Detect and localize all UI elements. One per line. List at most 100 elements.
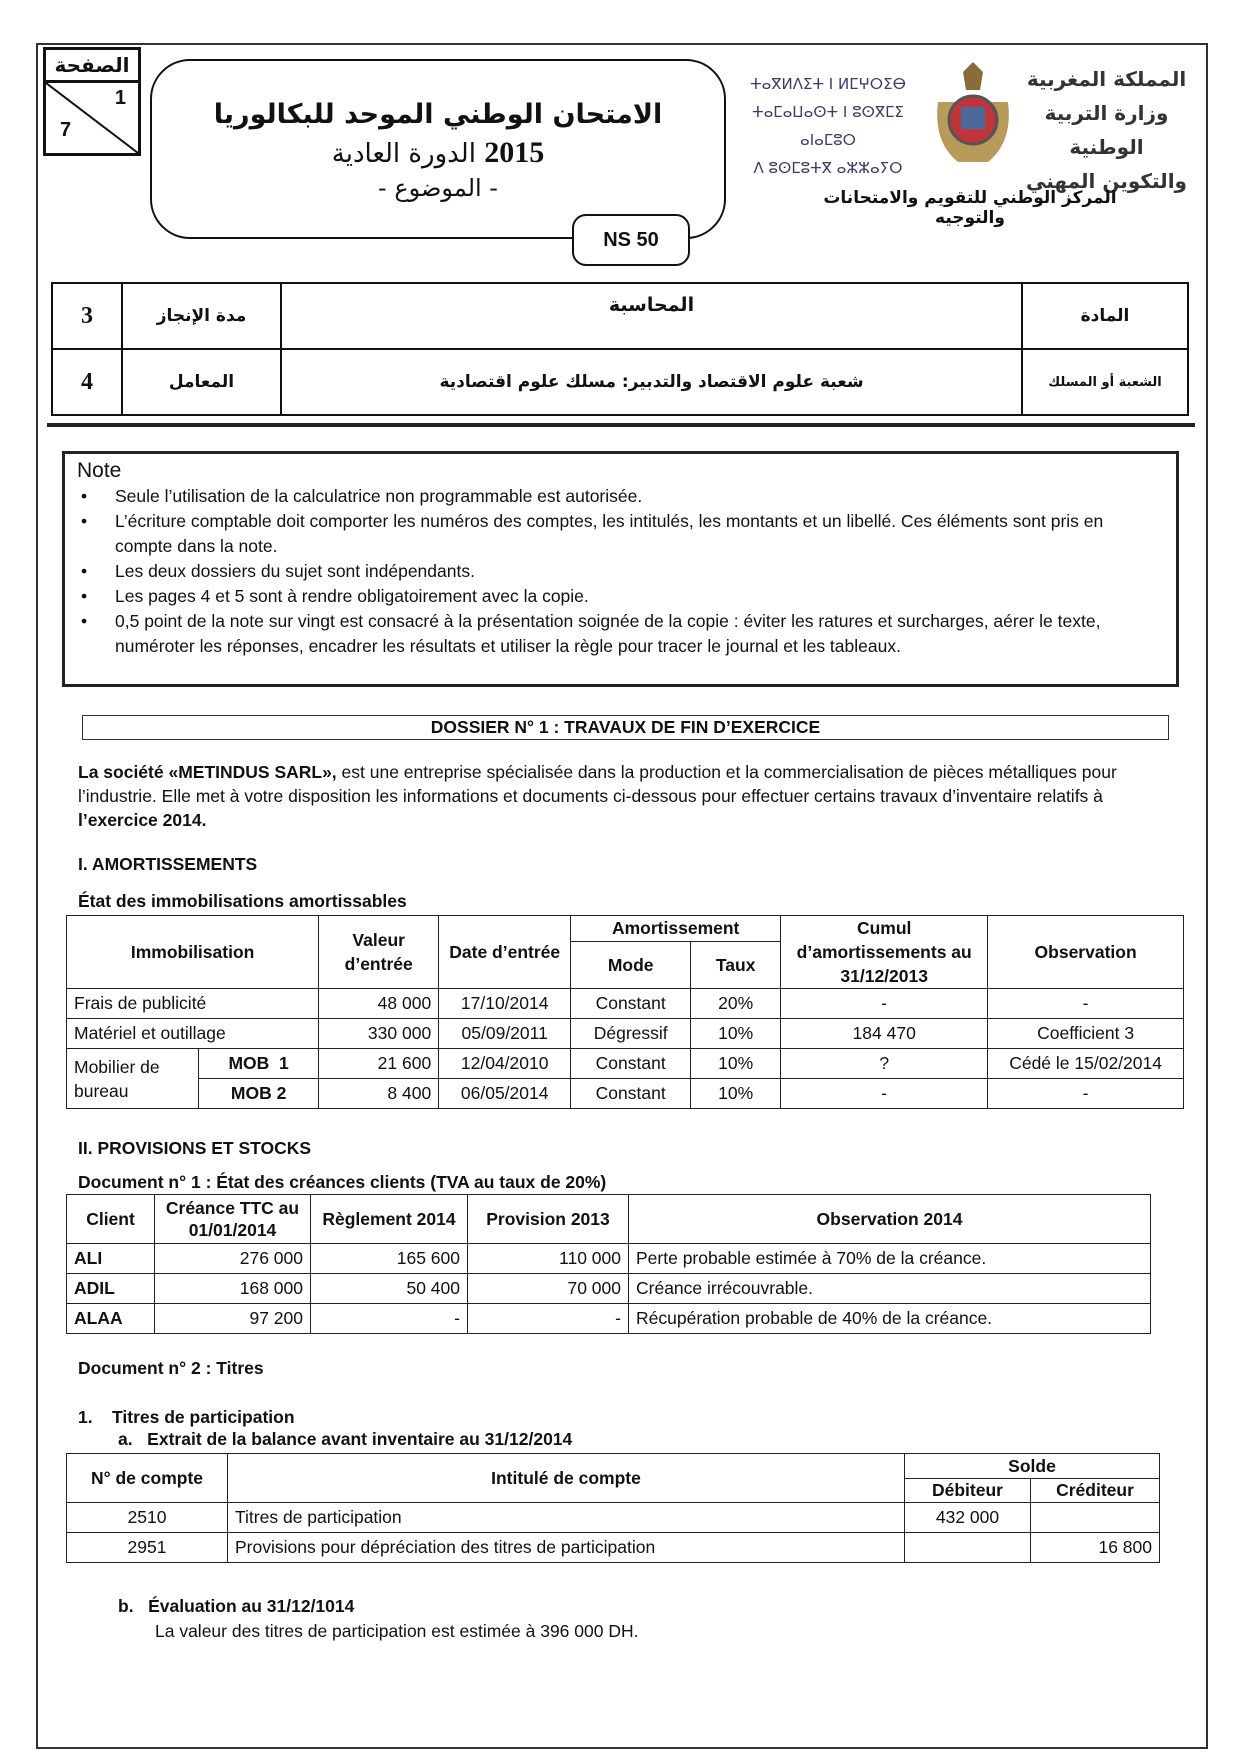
table-cell: Créance TTC au 01/01/2014 bbox=[154, 1194, 311, 1244]
table-cell: Cédé le 15/02/2014 bbox=[987, 1048, 1184, 1079]
page-total: 7 bbox=[60, 119, 72, 141]
doc2-title: Document n° 2 : Titres bbox=[78, 1358, 264, 1378]
table-cell: 432 000 bbox=[904, 1502, 1031, 1533]
note-item: Les pages 4 et 5 sont à rendre obligatoi… bbox=[77, 584, 1164, 609]
immobilisations-table: Immobilisation Valeur d’entrée Date d’en… bbox=[65, 914, 1184, 1109]
dossier-title: DOSSIER N° 1 : TRAVAUX DE FIN D’EXERCICE bbox=[82, 715, 1169, 740]
table-cell: ALI bbox=[66, 1243, 155, 1274]
sub1a-title: a. Extrait de la balance avant inventair… bbox=[118, 1429, 573, 1449]
table-cell: Observation bbox=[987, 915, 1184, 989]
table-cell: 10% bbox=[690, 1018, 782, 1049]
table-cell: Récupération probable de 40% de la créan… bbox=[628, 1303, 1151, 1334]
table-cell: 21 600 bbox=[318, 1048, 440, 1079]
exam-title-box: الامتحان الوطني الموحد للبكالوريا 2015 ا… bbox=[150, 59, 726, 239]
page-current: 1 bbox=[114, 87, 126, 109]
table-cell: 276 000 bbox=[154, 1243, 311, 1274]
table-cell: MOB 1 bbox=[197, 1048, 320, 1079]
table-cell: ALAA bbox=[66, 1303, 155, 1334]
note-box: Note Seule l’utilisation de la calculatr… bbox=[62, 451, 1179, 687]
table-row: 2951 Provisions pour dépréciation des tit… bbox=[66, 1532, 1160, 1563]
table-cell: 184 470 bbox=[780, 1018, 989, 1049]
table-cell: Client bbox=[66, 1194, 155, 1244]
table-cell: 330 000 bbox=[318, 1018, 440, 1049]
table-cell: Constant bbox=[570, 1048, 692, 1079]
duration-label: مدة الإنجاز bbox=[121, 282, 282, 350]
note-title: Note bbox=[77, 459, 122, 482]
table-cell: Constant bbox=[570, 1078, 692, 1109]
table-cell: Débiteur bbox=[904, 1478, 1031, 1503]
table-row: 2510 Titres de participation 432 000 bbox=[66, 1502, 1160, 1533]
table-cell: - bbox=[310, 1303, 468, 1334]
note-item: 0,5 point de la note sur vingt est consa… bbox=[77, 609, 1164, 659]
logo-tifinagh: ⵜⴰⴳⵍⴷⵉⵜ ⵏ ⵍⵎⵖⵔⵉⴱ ⵜⴰⵎⴰⵡⴰⵙⵜ ⵏ ⵓⵙⴳⵎⵉ ⴰⵏⴰⵎⵓⵔ ⴷ… bbox=[750, 75, 906, 177]
center-name: المركز الوطني للتقويم والامتحانات والتوج… bbox=[823, 188, 1117, 228]
table-cell: N° de compte bbox=[66, 1453, 228, 1503]
table-row: Mobilier de bureau MOB 1 21 600 12/04/2010 C… bbox=[66, 1048, 1184, 1109]
table-cell: 50 400 bbox=[310, 1273, 468, 1304]
table-cell: Créance irrécouvrable. bbox=[628, 1273, 1151, 1304]
table-cell: 12/04/2010 bbox=[438, 1048, 572, 1079]
table-cell: 06/05/2014 bbox=[438, 1078, 572, 1109]
page-label: الصفحة bbox=[46, 50, 138, 83]
branch-value: شعبة علوم الاقتصاد والتدبير: مسلك علوم ا… bbox=[280, 348, 1023, 416]
table-row: ALAA 97 200- - Récupération probable de 40%… bbox=[66, 1303, 1151, 1334]
exam-title: الامتحان الوطني الموحد للبكالوريا bbox=[213, 99, 663, 130]
table-cell: MOB 2 bbox=[197, 1078, 320, 1109]
table-cell: 2510 bbox=[66, 1502, 228, 1533]
balance-table: N° de compte Intitulé de compte Solde Dé… bbox=[66, 1453, 1160, 1563]
sub1b-title: b. Évaluation au 31/12/1014 bbox=[118, 1596, 355, 1616]
intro-paragraph: La société «METINDUS SARL», est une entr… bbox=[78, 762, 1117, 830]
table-cell: 97 200 bbox=[154, 1303, 311, 1334]
table-cell: Cumul d’amortissements au 31/12/2013 bbox=[780, 915, 989, 989]
table-cell: 10% bbox=[690, 1048, 782, 1079]
table-cell: 16 800 bbox=[1030, 1532, 1160, 1563]
duration-value: 3 bbox=[51, 282, 123, 350]
table-row: Matériel et outillage 330 000 05/09/2011 Dé… bbox=[65, 1018, 1184, 1049]
logo-arabic: المملكة المغربية وزارة التربية الوطنية وال… bbox=[1026, 67, 1187, 193]
ministry-logo: ⵜⴰⴳⵍⴷⵉⵜ ⵏ ⵍⵎⵖⵔⵉⴱ ⵜⴰⵎⴰⵡⴰⵙⵜ ⵏ ⵓⵙⴳⵎⵉ ⴰⵏⴰⵎⵓⵔ ⴷ… bbox=[738, 62, 1189, 193]
table-cell: Provisions pour dépréciation des titres … bbox=[227, 1532, 905, 1563]
table-cell: Créditeur bbox=[1030, 1478, 1160, 1503]
table-cell: Règlement 2014 bbox=[310, 1194, 468, 1244]
table-cell: Valeur d’entrée bbox=[318, 915, 440, 989]
sub1-title: 1. Titres de participation bbox=[78, 1407, 295, 1427]
coef-label: المعامل bbox=[121, 348, 282, 416]
year: 2015 bbox=[484, 136, 545, 169]
table-row: ADIL 168 000 50 400 70 000 Créance irrécouvr… bbox=[66, 1273, 1151, 1304]
table-cell: 17/10/2014 bbox=[438, 988, 572, 1019]
section2-title: II. PROVISIONS ET STOCKS bbox=[78, 1138, 312, 1158]
subject-label: - الموضوع - bbox=[378, 174, 498, 202]
table-cell: 110 000 bbox=[467, 1243, 629, 1274]
table-cell: 165 600 bbox=[310, 1243, 468, 1274]
table-cell: Date d’entrée bbox=[438, 915, 572, 989]
coef-value: 4 bbox=[51, 348, 123, 416]
page-number-box: الصفحة 1 7 bbox=[43, 47, 141, 156]
table-cell: - bbox=[987, 1078, 1184, 1109]
table-cell: Perte probable estimée à 70% de la créan… bbox=[628, 1243, 1151, 1274]
table-cell: Observation 2014 bbox=[628, 1194, 1151, 1244]
table-cell: Dégressif bbox=[570, 1018, 692, 1049]
table-cell: ADIL bbox=[66, 1273, 155, 1304]
subject-value: المحاسبة bbox=[280, 282, 1023, 350]
table-cell: 10% bbox=[690, 1078, 782, 1109]
table-cell: 70 000 bbox=[467, 1273, 629, 1304]
table-row: Frais de publicité 48 000 17/10/2014 Consta… bbox=[65, 988, 1184, 1019]
table-cell: ? bbox=[780, 1048, 989, 1079]
sub1b-text: La valeur des titres de participation es… bbox=[155, 1621, 639, 1641]
branch-label: الشعبة أو المسلك bbox=[1021, 348, 1189, 416]
table1-title: État des immobilisations amortissables bbox=[78, 891, 407, 911]
table-cell: 05/09/2011 bbox=[438, 1018, 572, 1049]
table-cell: Constant bbox=[570, 988, 692, 1019]
table-cell: Taux bbox=[690, 941, 782, 989]
session: 2015 الدورة العادية bbox=[331, 136, 545, 169]
table-cell: 20% bbox=[690, 988, 782, 1019]
table-cell: - bbox=[987, 988, 1184, 1019]
exam-code: NS 50 bbox=[572, 214, 690, 266]
table-cell: - bbox=[780, 988, 989, 1019]
table-row: ALI 276 000 165 600 110 000 Perte probable e… bbox=[66, 1243, 1151, 1274]
info-table: 3 مدة الإنجاز المحاسبة المادة 4 المعامل … bbox=[51, 282, 1189, 416]
table-cell: Immobilisation bbox=[65, 915, 320, 989]
table-cell: Mode bbox=[570, 941, 692, 989]
table-cell: Solde bbox=[904, 1453, 1160, 1479]
